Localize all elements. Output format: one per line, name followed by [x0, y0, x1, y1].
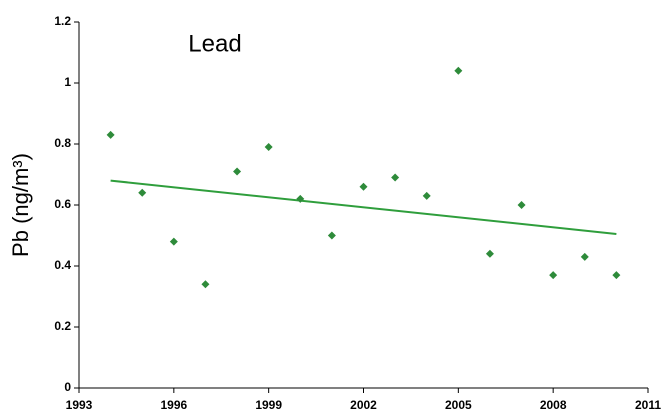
y-tick-label: 1.2	[54, 14, 71, 28]
x-tick-label: 1999	[255, 398, 282, 412]
point	[169, 237, 178, 246]
point	[138, 188, 147, 197]
x-tick-label: 2011	[635, 398, 661, 412]
x-tick-label: 2002	[350, 398, 377, 412]
point	[422, 191, 431, 200]
point	[391, 173, 400, 182]
point	[106, 130, 115, 139]
y-tick-label: 0.4	[54, 258, 71, 272]
point	[612, 271, 621, 280]
point	[485, 249, 494, 258]
y-tick-label: 0.6	[54, 197, 71, 211]
point	[264, 143, 273, 152]
point	[549, 271, 558, 280]
trend-line	[110, 179, 617, 235]
x-tick-label: 2008	[540, 398, 567, 412]
y-axis-label: Pb (ng/m³)	[8, 153, 33, 257]
point	[454, 66, 463, 75]
point	[517, 201, 526, 209]
point	[327, 231, 336, 240]
y-tick-label: 0.2	[54, 319, 71, 333]
point	[201, 280, 210, 289]
y-tick-label: 1	[64, 75, 71, 89]
chart-title: Lead	[188, 30, 241, 57]
x-tick-label: 2005	[445, 398, 472, 412]
point	[233, 167, 242, 176]
point	[359, 182, 368, 191]
y-tick-label: 0.8	[54, 136, 71, 150]
y-tick-label: 0	[64, 380, 71, 394]
x-tick-label: 1993	[66, 398, 93, 412]
point	[580, 252, 589, 261]
point	[296, 194, 305, 203]
x-tick-label: 1996	[160, 398, 187, 412]
